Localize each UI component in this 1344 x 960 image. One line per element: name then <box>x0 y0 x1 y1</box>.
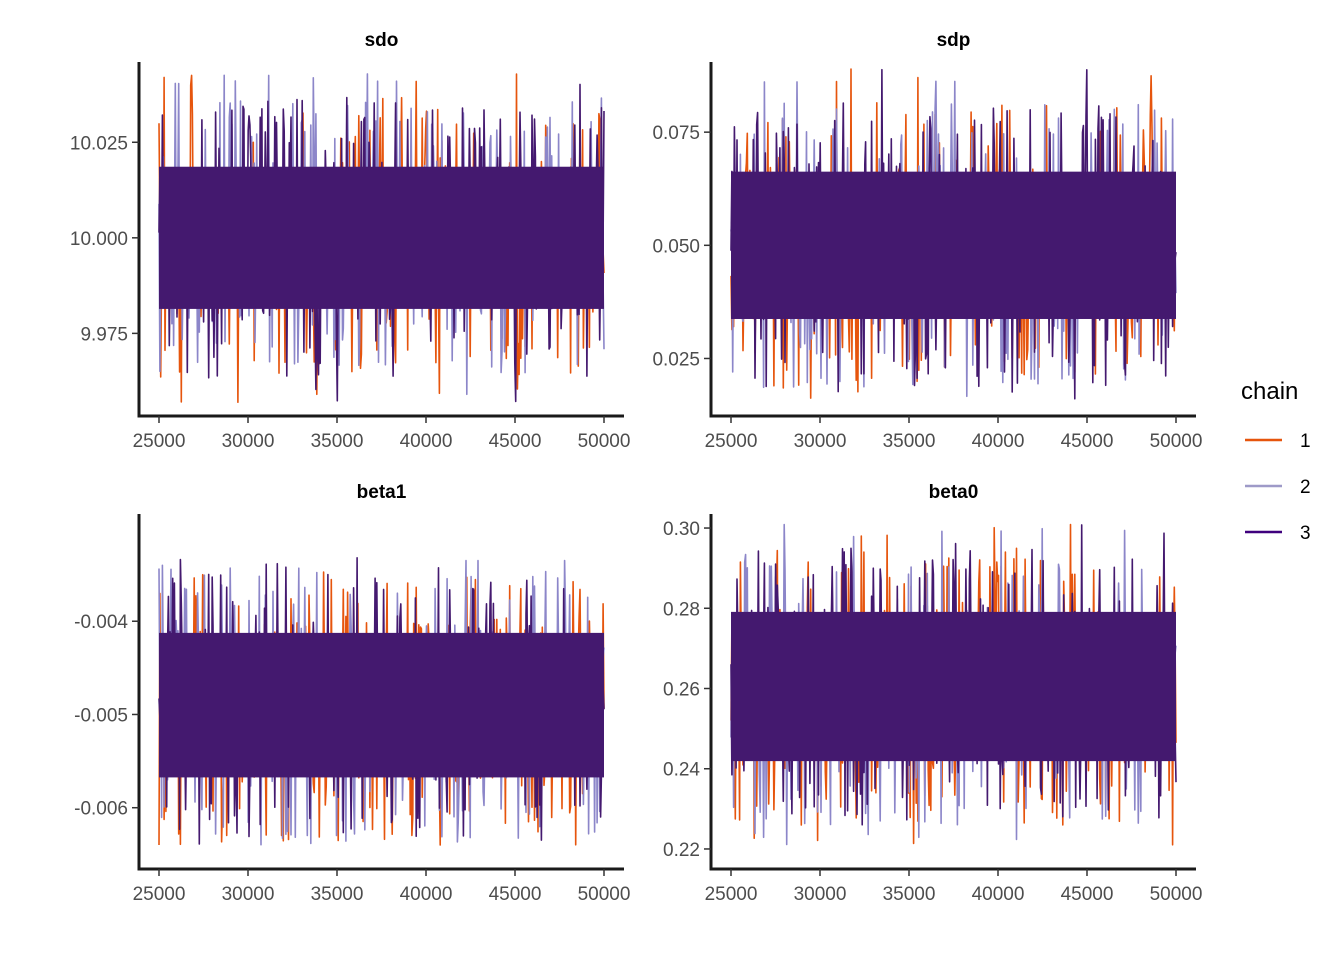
trace-density-core <box>731 611 1176 762</box>
y-tick-label: 10.000 <box>70 229 128 250</box>
y-tick-label: -0.006 <box>74 799 128 820</box>
y-tick-label: 0.22 <box>663 840 700 861</box>
y-tick-label: 0.24 <box>663 760 700 781</box>
x-tick-label: 45000 <box>1061 431 1114 452</box>
x-tick-label: 30000 <box>222 884 275 905</box>
legend-title: chain <box>1241 378 1298 405</box>
legend-entry-chain-2: 2 <box>1245 477 1311 498</box>
x-tick-label: 35000 <box>311 884 364 905</box>
x-tick-label: 35000 <box>311 431 364 452</box>
legend-label: 1 <box>1300 431 1311 452</box>
legend-entry-chain-1: 1 <box>1245 431 1311 452</box>
x-tick-label: 35000 <box>883 431 936 452</box>
x-tick-label: 30000 <box>222 431 275 452</box>
legend-label: 2 <box>1300 477 1311 498</box>
facet-panels: sdo 9.975 10.000 10.025 25000 30000 35000 40000… <box>70 30 1203 905</box>
y-tick-label: 10.025 <box>70 133 128 154</box>
x-tick-label: 45000 <box>1061 884 1114 905</box>
facet-panel-sdp: sdp 0.025 0.050 0.075 25000 30000 35000 40000 45… <box>652 30 1202 452</box>
facet-title: sdp <box>937 30 971 51</box>
y-tick-label: 9.975 <box>80 324 128 345</box>
x-tick-label: 40000 <box>972 884 1025 905</box>
x-tick-label: 25000 <box>133 431 186 452</box>
x-tick-label: 30000 <box>794 884 847 905</box>
facet-panel-beta0: beta0 0.22 0.24 0.26 0.28 0.30 25000 30000 35000… <box>663 482 1202 905</box>
legend-label: 3 <box>1300 523 1311 544</box>
trace-density-core <box>159 166 604 309</box>
x-tick-label: 40000 <box>400 884 453 905</box>
x-tick-label: 50000 <box>578 431 631 452</box>
x-tick-label: 45000 <box>489 884 542 905</box>
x-tick-label: 35000 <box>883 884 936 905</box>
x-tick-label: 25000 <box>133 884 186 905</box>
facet-title: beta1 <box>357 482 407 503</box>
y-tick-label: -0.004 <box>74 612 128 633</box>
y-tick-label: -0.005 <box>74 705 128 726</box>
y-tick-label: 0.025 <box>652 349 700 370</box>
y-tick-label: 0.26 <box>663 680 700 701</box>
y-tick-label: 0.050 <box>652 236 700 257</box>
legend-entry-chain-3: 3 <box>1245 523 1311 544</box>
y-tick-label: 0.075 <box>652 123 700 144</box>
y-tick-label: 0.28 <box>663 599 700 620</box>
facet-panel-sdo: sdo 9.975 10.000 10.025 25000 30000 35000 40000… <box>70 30 631 452</box>
x-tick-label: 40000 <box>400 431 453 452</box>
x-tick-label: 50000 <box>578 884 631 905</box>
x-tick-label: 50000 <box>1150 884 1203 905</box>
x-tick-label: 45000 <box>489 431 542 452</box>
x-tick-label: 25000 <box>705 884 758 905</box>
x-tick-label: 50000 <box>1150 431 1203 452</box>
trace-density-core <box>159 632 604 778</box>
facet-title: beta0 <box>929 482 979 503</box>
legend-entries: 1 2 3 <box>1245 431 1311 544</box>
x-tick-label: 30000 <box>794 431 847 452</box>
facet-panel-beta1: beta1 -0.006 -0.005 -0.004 25000 30000 35000 40… <box>74 482 630 905</box>
chain-legend: chain 1 2 3 <box>1241 378 1311 544</box>
x-tick-label: 25000 <box>705 431 758 452</box>
trace-density-core <box>731 171 1176 319</box>
x-tick-label: 40000 <box>972 431 1025 452</box>
y-tick-label: 0.30 <box>663 519 700 540</box>
facet-title: sdo <box>365 30 399 51</box>
